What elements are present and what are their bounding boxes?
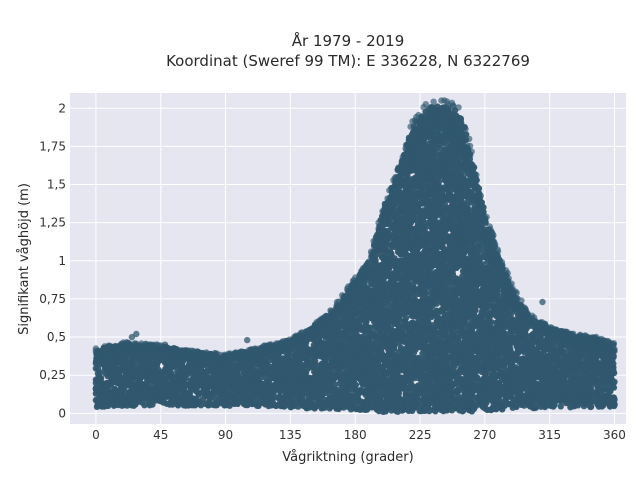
chart-title-line2: Koordinat (Sweref 99 TM): E 336228, N 63… xyxy=(166,52,530,70)
data-point xyxy=(363,318,370,325)
chart-title-line1: År 1979 - 2019 xyxy=(292,31,405,50)
data-points xyxy=(92,97,618,415)
data-point xyxy=(352,381,360,389)
data-point xyxy=(141,402,148,409)
data-point xyxy=(372,257,379,264)
data-point xyxy=(128,377,135,385)
data-point xyxy=(97,374,105,382)
data-point xyxy=(97,369,104,376)
